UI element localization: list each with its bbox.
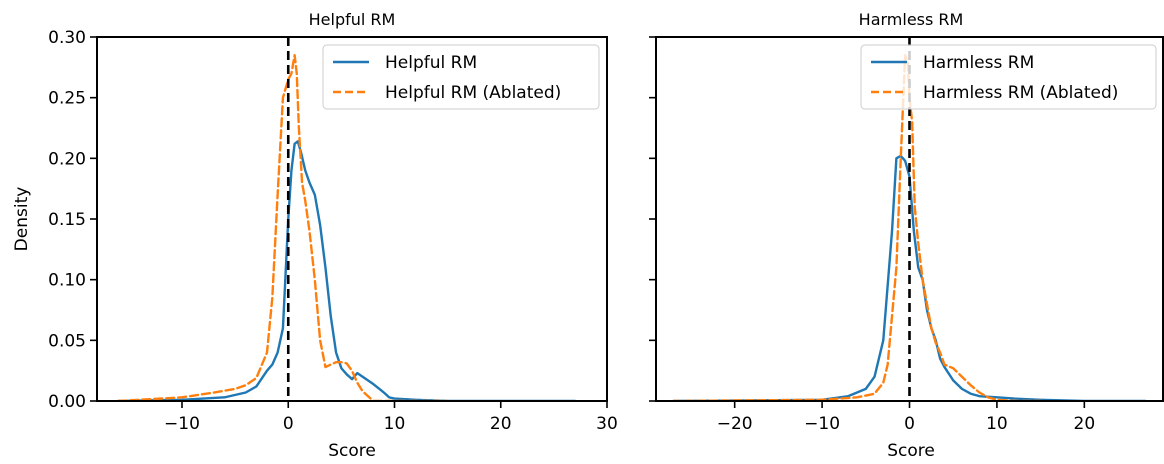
legend-label: Helpful RM (385, 53, 477, 73)
legend-label: Harmless RM (923, 53, 1034, 73)
legend-box (860, 44, 1157, 110)
chart-title: Helpful RM (309, 10, 396, 29)
y-tick-label: 0.25 (48, 89, 86, 109)
plot-frame (655, 36, 1164, 402)
series-line-0 (117, 140, 577, 401)
y-axis-label: Density (12, 187, 32, 252)
x-tick-label: 10 (986, 414, 1008, 434)
series-line-1 (117, 54, 449, 401)
x-tick-label: 0 (283, 414, 294, 434)
series-line-1 (672, 54, 1042, 401)
x-tick-label: −10 (804, 414, 840, 434)
x-tick-label: 10 (384, 414, 406, 434)
y-tick-label: 0.15 (48, 210, 86, 230)
x-tick-label: −20 (717, 414, 753, 434)
panel-harmless: Harmless RM Score −20 −10 0 10 20 Harmless R… (649, 10, 1164, 461)
legend: Harmless RM Harmless RM (Ablated) (860, 44, 1157, 110)
x-axis-label: Score (328, 441, 376, 461)
y-tick-label: 0.20 (48, 149, 86, 169)
x-tick-label: 0 (904, 414, 915, 434)
x-tick-label: 20 (490, 414, 512, 434)
y-tick-label: 0.00 (48, 392, 86, 412)
y-tick-label: 0.30 (48, 28, 86, 48)
legend-label: Harmless RM (Ablated) (923, 83, 1118, 103)
x-tick-label: 30 (596, 414, 618, 434)
x-axis-label: Score (887, 441, 935, 461)
plot-frame (96, 36, 608, 402)
x-tick-label: −10 (164, 414, 200, 434)
chart-title: Harmless RM (859, 10, 964, 29)
x-tick-label: 20 (1074, 414, 1096, 434)
legend: Helpful RM Helpful RM (Ablated) (322, 44, 600, 110)
legend-label: Helpful RM (Ablated) (385, 83, 561, 103)
panel-helpful: Helpful RM Score Density −10 0 10 20 30 0.00 0… (12, 10, 618, 461)
y-tick-label: 0.10 (48, 271, 86, 291)
legend-box (322, 44, 600, 110)
y-tick-label: 0.05 (48, 331, 86, 351)
